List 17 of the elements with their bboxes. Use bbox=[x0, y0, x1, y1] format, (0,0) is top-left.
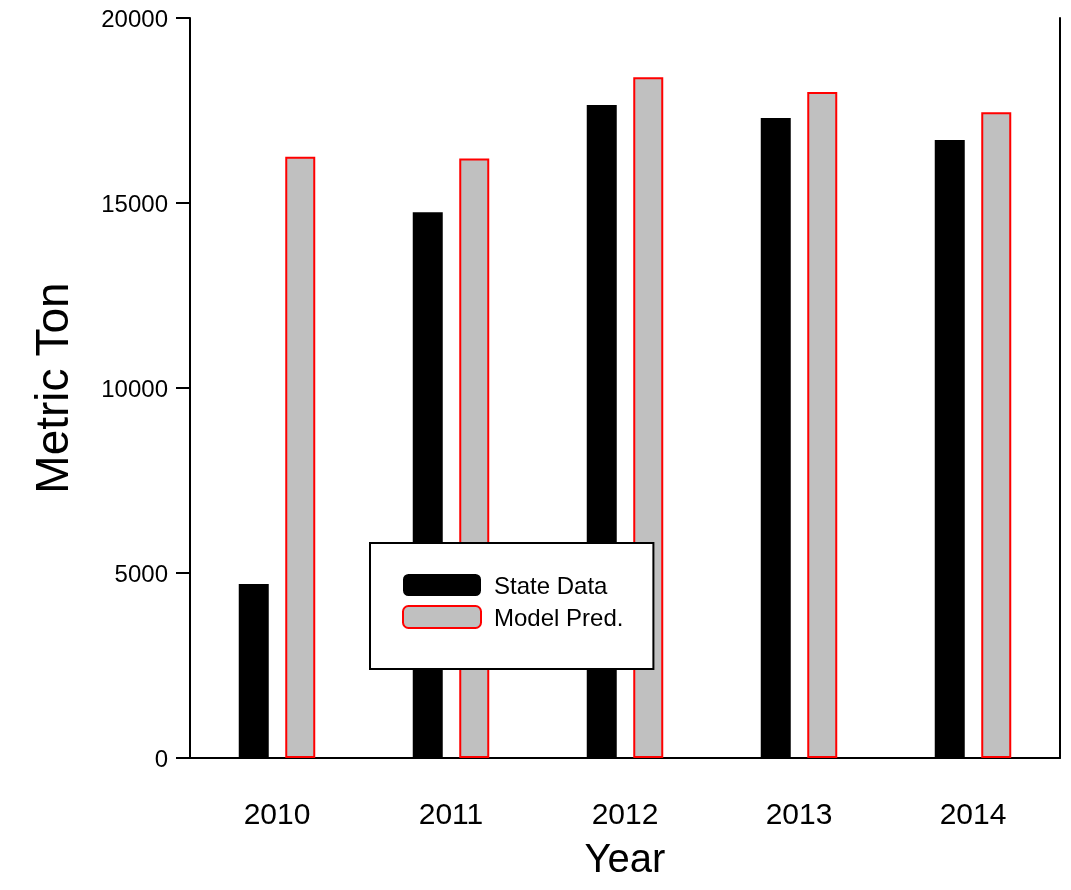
legend-label: Model Pred. bbox=[494, 603, 624, 631]
y-tick-label: 5000 bbox=[114, 559, 168, 587]
x-axis-title: Year bbox=[584, 836, 666, 880]
y-tick-label: 0 bbox=[154, 744, 168, 772]
x-tick-label: 2010 bbox=[243, 796, 311, 830]
x-tick-label: 2012 bbox=[591, 796, 659, 830]
x-tick-label: 2013 bbox=[765, 796, 833, 830]
bar bbox=[807, 92, 838, 758]
bar bbox=[285, 156, 316, 758]
bar bbox=[981, 112, 1012, 758]
y-tick-label: 15000 bbox=[101, 189, 168, 217]
x-tick-label: 2011 bbox=[418, 796, 484, 830]
y-tick-label: 20000 bbox=[101, 4, 168, 32]
y-tick-label: 10000 bbox=[101, 374, 168, 402]
x-tick-label: 2014 bbox=[939, 796, 1007, 830]
legend-label: State Data bbox=[494, 571, 609, 599]
y-axis-title: Metric Ton bbox=[26, 282, 78, 494]
